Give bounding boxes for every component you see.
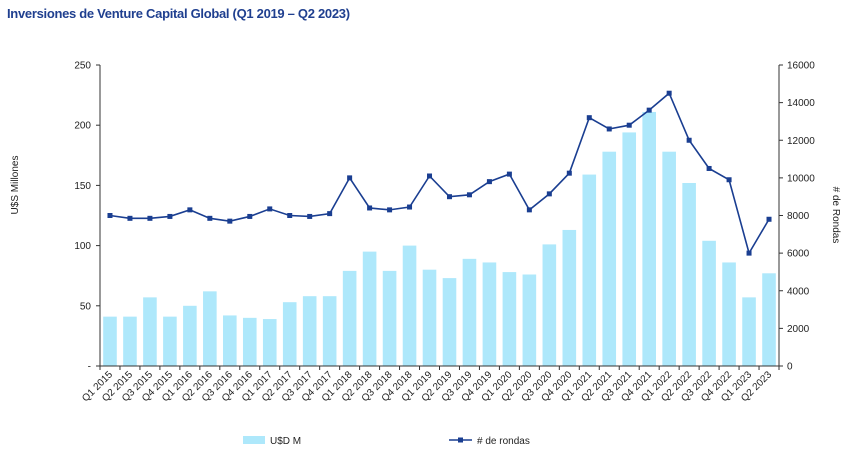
bar xyxy=(382,270,397,366)
y-tick-label: 100 xyxy=(74,241,91,252)
legend-label-line: # de rondas xyxy=(477,436,530,447)
rounds-marker xyxy=(107,213,113,218)
rounds-marker xyxy=(446,194,452,200)
rounds-marker xyxy=(367,205,373,211)
y2-tick-label: 12000 xyxy=(787,136,815,147)
y2-tick-label: 4000 xyxy=(787,286,810,297)
rounds-marker xyxy=(327,211,333,217)
bar xyxy=(542,244,557,366)
chart-title: Inversiones de Venture Capital Global (Q… xyxy=(7,6,350,21)
rounds-marker xyxy=(726,177,732,183)
rounds-marker xyxy=(546,191,552,197)
y2-tick-label: 8000 xyxy=(787,211,810,222)
bar xyxy=(502,272,517,366)
rounds-marker xyxy=(147,215,153,221)
bar xyxy=(402,245,417,366)
bar xyxy=(482,262,497,366)
bar xyxy=(562,229,577,366)
bar xyxy=(602,151,617,366)
bar xyxy=(342,270,357,366)
y2-tick-label: 10000 xyxy=(787,173,815,184)
legend-label-bar: U$D M xyxy=(270,436,301,447)
bar xyxy=(522,274,537,366)
bar xyxy=(322,296,337,366)
y-tick-label: - xyxy=(88,362,91,373)
y-tick-label: 250 xyxy=(74,61,91,72)
rounds-marker xyxy=(486,179,492,185)
y2-tick-label: 14000 xyxy=(787,98,815,109)
y-tick-label: 200 xyxy=(74,121,91,132)
rounds-marker xyxy=(347,175,353,181)
y-tick-label: 50 xyxy=(80,301,92,312)
rounds-marker xyxy=(466,192,472,198)
bar xyxy=(622,132,637,366)
rounds-marker xyxy=(167,213,173,219)
rounds-marker xyxy=(287,213,293,218)
bar xyxy=(582,174,597,366)
bar xyxy=(642,111,656,367)
bar xyxy=(362,251,377,366)
rounds-marker xyxy=(666,90,672,96)
bar xyxy=(183,305,197,366)
rounds-marker xyxy=(207,215,213,221)
bar xyxy=(163,316,177,366)
rounds-marker xyxy=(626,122,632,128)
rounds-marker xyxy=(766,216,772,222)
rounds-marker xyxy=(187,207,193,213)
bar xyxy=(462,258,477,366)
rounds-marker xyxy=(746,250,752,256)
bar xyxy=(722,262,736,366)
bar xyxy=(302,296,317,366)
bar xyxy=(143,297,157,366)
y-axis-label: U$S Millones xyxy=(10,156,21,215)
bar xyxy=(242,317,257,366)
rounds-marker xyxy=(686,137,692,143)
rounds-marker xyxy=(506,171,512,177)
rounds-marker xyxy=(586,115,592,121)
y2-tick-label: 0 xyxy=(787,362,793,373)
y2-tick-label: 16000 xyxy=(787,61,815,72)
legend-swatch-bar xyxy=(243,436,265,444)
y2-axis-label: # de Rondas xyxy=(830,187,841,244)
bar xyxy=(262,319,277,366)
rounds-marker xyxy=(227,218,233,224)
bar xyxy=(103,316,117,366)
y2-tick-label: 2000 xyxy=(787,324,810,335)
rounds-marker xyxy=(247,213,253,219)
bar xyxy=(282,302,297,366)
bar xyxy=(422,269,437,366)
y2-tick-label: 6000 xyxy=(787,249,810,260)
bar xyxy=(223,315,237,366)
legend-swatch-marker xyxy=(458,437,463,443)
rounds-marker xyxy=(427,173,433,179)
rounds-marker xyxy=(706,165,712,171)
rounds-marker xyxy=(526,207,532,213)
y-tick-label: 150 xyxy=(74,181,91,192)
rounds-marker xyxy=(646,107,652,113)
bar xyxy=(762,273,776,366)
rounds-marker xyxy=(566,170,572,176)
bar xyxy=(123,316,137,366)
bar xyxy=(682,182,696,366)
bar xyxy=(662,151,676,366)
bar xyxy=(702,240,716,366)
rounds-marker xyxy=(267,206,273,212)
bar xyxy=(442,278,457,366)
bar xyxy=(203,291,217,366)
rounds-marker xyxy=(407,204,413,210)
rounds-marker xyxy=(127,215,133,221)
rounds-marker xyxy=(606,126,612,132)
rounds-line xyxy=(109,91,770,256)
bar xyxy=(742,297,756,366)
rounds-marker xyxy=(307,213,313,219)
rounds-marker xyxy=(387,207,393,213)
